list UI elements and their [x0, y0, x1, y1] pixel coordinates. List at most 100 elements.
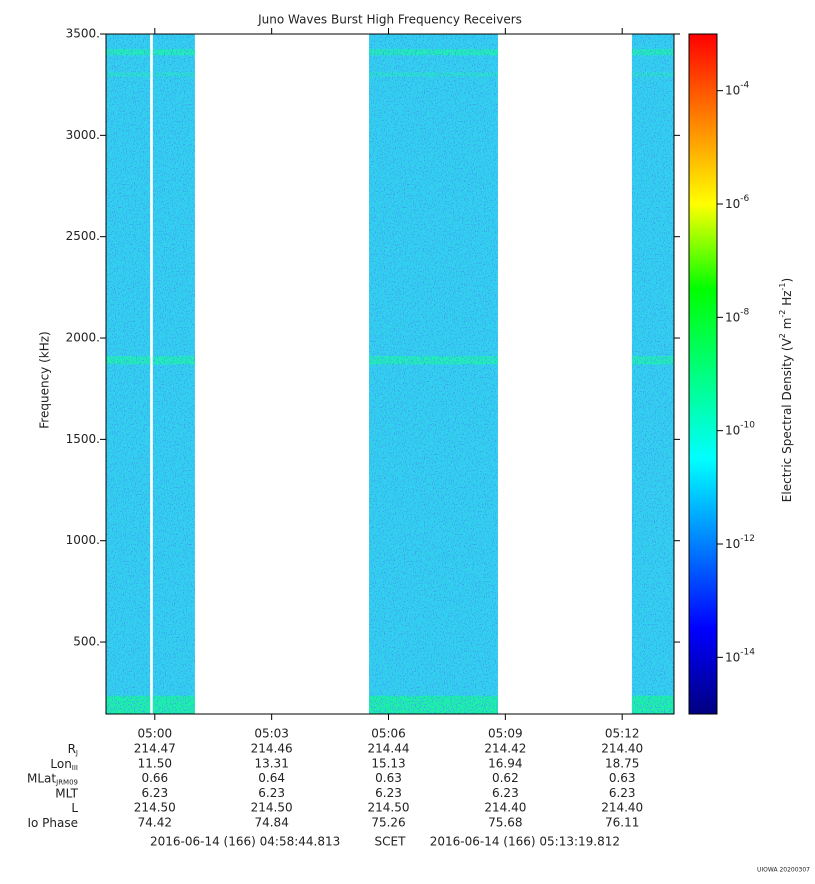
ephemeris-value: 75.68	[488, 816, 522, 830]
ephemeris-label-text: Lon	[50, 756, 71, 770]
ephemeris-value: 214.50	[368, 801, 410, 815]
ephemeris-value: 76.11	[605, 816, 639, 830]
emission-band	[369, 49, 498, 56]
colorbar-tick-base: 10	[725, 650, 740, 664]
colorbar-tick-exp: -8	[740, 307, 749, 317]
y-tick-label: 2000.	[66, 331, 100, 345]
colorbar-label-sup: 2	[778, 333, 787, 338]
time-end: 2016-06-14 (166) 05:13:19.812	[430, 835, 620, 849]
colorbar-label-text: Electric Spectral Density (V	[780, 337, 794, 502]
ephemeris-value: 214.50	[251, 801, 293, 815]
y-tick-label: 500.	[73, 635, 100, 649]
y-tick-label: 1000.	[66, 533, 100, 547]
colorbar-tick-base: 10	[725, 197, 740, 211]
emission-band	[631, 72, 674, 77]
y-tick-label: 3000.	[66, 128, 100, 142]
ephemeris-label: LonIII	[50, 756, 78, 772]
ephemeris-value: 214.46	[251, 742, 293, 756]
y-tick-label: 2500.	[66, 229, 100, 243]
ephemeris-label-text: Io Phase	[27, 816, 78, 830]
x-tick-label: 05:06	[371, 727, 406, 741]
x-tick-label: 05:03	[254, 727, 289, 741]
ephemeris-label: MLT	[55, 786, 78, 800]
emission-band	[152, 49, 195, 56]
ephemeris-value: 0.66	[141, 771, 168, 785]
ephemeris-value: 214.42	[484, 742, 526, 756]
spectrum-block	[106, 34, 151, 714]
spectrum-block	[152, 34, 195, 714]
emission-band	[369, 72, 498, 77]
emission-band	[106, 356, 151, 365]
ephemeris-label-text: L	[71, 801, 78, 815]
colorbar-tick-exp: -4	[740, 80, 749, 90]
colorbar-label: Electric Spectral Density (V2 m-2 Hz-1)	[778, 278, 794, 502]
colorbar-tick-label: 10-6	[725, 194, 750, 211]
ephemeris-label-text: MLT	[55, 786, 78, 800]
colorbar-tick-exp: -10	[740, 420, 755, 430]
ephemeris-label: L	[71, 801, 78, 815]
data-segment	[152, 34, 195, 714]
colorbar-tick-label: 10-8	[725, 307, 750, 324]
ephemeris-value: 214.40	[601, 742, 643, 756]
y-tick-label: 3500.	[66, 27, 100, 41]
ephemeris-label-sub: III	[72, 764, 78, 772]
colorbar-tick-label: 10-14	[725, 647, 755, 664]
ephemeris-value: 16.94	[488, 756, 522, 770]
colorbar-tick-label: 10-4	[725, 80, 750, 97]
colorbar-label-text: m	[780, 318, 794, 334]
x-tick-label: 05:00	[138, 727, 173, 741]
ephemeris-value: 6.23	[375, 786, 402, 800]
colorbar-label-sup: -1	[778, 283, 787, 291]
ephemeris-value: 74.84	[254, 816, 288, 830]
colorbar-tick-label: 10-10	[725, 420, 755, 437]
x-tick-label: 05:09	[488, 727, 523, 741]
emission-band	[152, 72, 195, 77]
colorbar-tick-base: 10	[725, 423, 740, 437]
data-segment	[106, 34, 151, 714]
ephemeris-value: 0.63	[609, 771, 636, 785]
ephemeris-value: 0.62	[492, 771, 519, 785]
ephemeris-value: 6.23	[141, 786, 168, 800]
ephemeris-value: 11.50	[138, 756, 172, 770]
colorbar-label-text: Hz	[780, 290, 794, 309]
time-start: 2016-06-14 (166) 04:58:44.813	[150, 835, 340, 849]
colorbar-tick-base: 10	[725, 83, 740, 97]
emission-band	[631, 49, 674, 56]
ephemeris-value: 214.50	[134, 801, 176, 815]
ephemeris-value: 18.75	[605, 756, 639, 770]
ephemeris-label-sub: J	[75, 749, 78, 757]
colorbar-label-text: )	[780, 278, 794, 283]
emission-band	[631, 356, 674, 365]
ephemeris-value: 214.47	[134, 742, 176, 756]
data-segment	[369, 34, 498, 714]
colorbar-label-sup: -2	[778, 310, 787, 318]
x-tick-label: 05:12	[605, 727, 640, 741]
ephemeris-label: Io Phase	[27, 816, 78, 830]
ephemeris-value: 6.23	[258, 786, 285, 800]
colorbar-tick-base: 10	[725, 310, 740, 324]
emission-band	[106, 72, 151, 77]
emission-band	[106, 49, 151, 56]
ephemeris-label-text: MLat	[27, 771, 56, 785]
y-tick-label: 1500.	[66, 432, 100, 446]
emission-band	[369, 356, 498, 365]
emission-band	[106, 695, 151, 714]
ephemeris-value: 0.63	[375, 771, 402, 785]
ephemeris-value: 0.64	[258, 771, 285, 785]
colorbar-tick-exp: -14	[740, 647, 755, 657]
ephemeris-value: 6.23	[492, 786, 519, 800]
time-system: SCET	[375, 835, 407, 849]
colorbar-tick-base: 10	[725, 537, 740, 551]
ephemeris-value: 214.40	[601, 801, 643, 815]
ephemeris-value: 15.13	[371, 756, 405, 770]
colorbar-tick-label: 10-12	[725, 534, 755, 551]
chart-title: Juno Waves Burst High Frequency Receiver…	[257, 13, 522, 27]
ephemeris-label: MLatJRM09	[27, 771, 78, 787]
ephemeris-value: 6.23	[609, 786, 636, 800]
ephemeris-value: 214.44	[368, 742, 410, 756]
y-axis-label: Frequency (kHz)	[38, 331, 52, 428]
ephemeris-label-text: R	[68, 742, 76, 756]
ephemeris-value: 75.26	[371, 816, 405, 830]
plot-frame	[105, 33, 675, 715]
